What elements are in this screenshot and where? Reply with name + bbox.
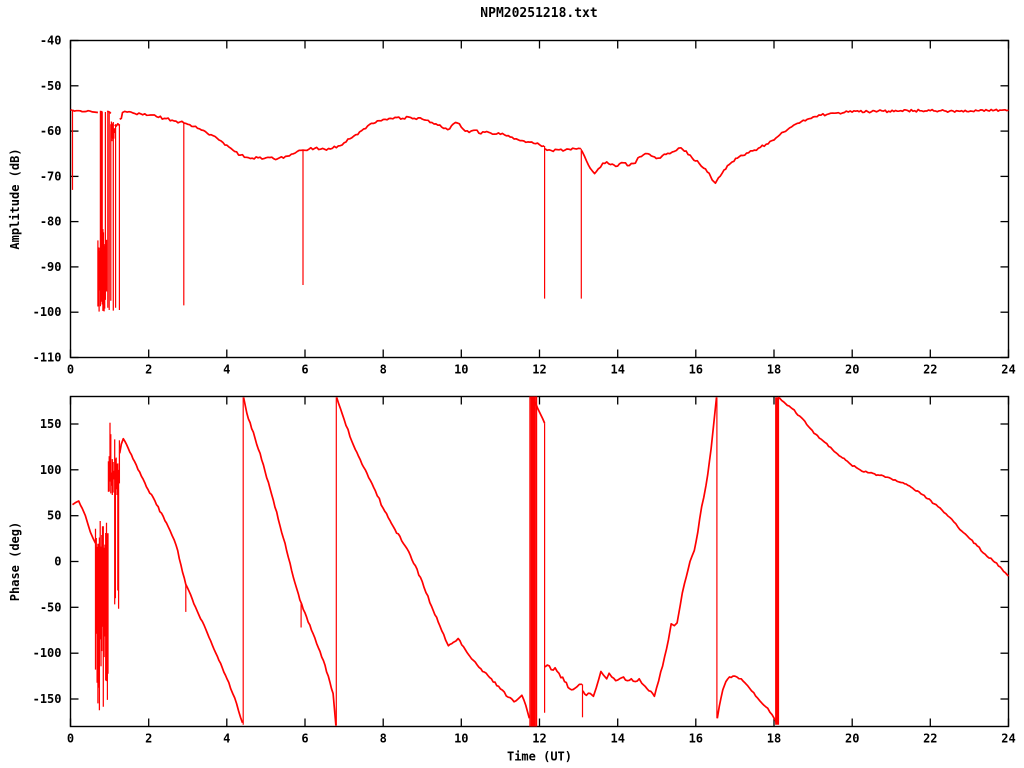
amplitude-axis-title: Amplitude (dB) <box>8 148 22 249</box>
x-tick-label: 18 <box>767 363 781 377</box>
x-tick-label: 2 <box>145 732 152 746</box>
y-tick-label: 50 <box>47 509 61 523</box>
amplitude-series <box>70 108 1009 312</box>
x-tick-label: 16 <box>689 363 703 377</box>
series-line <box>544 664 583 691</box>
x-tick-label: 24 <box>1001 732 1015 746</box>
x-tick-label: 8 <box>380 732 387 746</box>
x-tick-label: 20 <box>845 732 859 746</box>
x-tick-label: 22 <box>923 732 937 746</box>
series-line <box>119 110 545 161</box>
y-tick-label: 150 <box>40 417 62 431</box>
y-tick-label: -80 <box>40 215 62 229</box>
series-line <box>118 437 244 724</box>
y-tick-label: 0 <box>54 555 61 569</box>
amplitude-panel: 0 2 4 6 8 10 12 14 16 18 20 22 24-110-100-90-80-70-6… <box>8 34 1016 377</box>
x-tick-label: 14 <box>610 732 624 746</box>
time-axis-title: Time (UT) <box>507 750 572 764</box>
series-line <box>335 397 531 719</box>
amplitude-plot-border <box>69 39 1010 359</box>
y-tick-label: -100 <box>33 646 62 660</box>
x-tick-label: 18 <box>767 732 781 746</box>
x-tick-label: 0 <box>67 363 74 377</box>
phase-axes: 0 2 4 6 8 10 12 14 16 18 20 22 24-150-100-5005010015… <box>8 396 1016 764</box>
series-line <box>72 109 99 114</box>
x-tick-label: 12 <box>532 363 546 377</box>
y-tick-label: -50 <box>40 600 62 614</box>
x-tick-label: 8 <box>380 363 387 377</box>
y-tick-label: -50 <box>40 79 62 93</box>
x-tick-label: 0 <box>67 732 74 746</box>
y-tick-label: 100 <box>40 463 62 477</box>
y-tick-label: -60 <box>40 124 62 138</box>
x-tick-label: 10 <box>454 732 468 746</box>
y-tick-label: -70 <box>40 169 62 183</box>
x-tick-label: 6 <box>301 363 308 377</box>
y-tick-label: -110 <box>33 351 62 365</box>
amplitude-axes: 0 2 4 6 8 10 12 14 16 18 20 22 24-110-100-90-80-70-6… <box>8 34 1016 377</box>
x-tick-label: 6 <box>301 732 308 746</box>
series-line <box>72 500 97 544</box>
phase-series <box>72 396 1010 727</box>
x-tick-label: 4 <box>223 363 230 377</box>
x-tick-label: 2 <box>145 363 152 377</box>
x-tick-label: 4 <box>223 732 230 746</box>
series-line <box>716 675 778 724</box>
y-tick-label: -150 <box>33 692 62 706</box>
plot-title: NPM20251218.txt <box>480 6 598 21</box>
y-tick-label: -90 <box>40 260 62 274</box>
phase-plot-border <box>69 395 1010 728</box>
series-line <box>530 396 546 424</box>
phase-panel: 0 2 4 6 8 10 12 14 16 18 20 22 24-150-100-5005010015… <box>8 395 1016 764</box>
series-line <box>242 397 337 726</box>
series-line <box>777 396 1010 577</box>
x-tick-label: 14 <box>610 363 624 377</box>
series-line <box>580 108 1009 185</box>
series-line <box>544 147 582 153</box>
x-tick-label: 12 <box>532 732 546 746</box>
x-tick-label: 10 <box>454 363 468 377</box>
series-line <box>582 397 718 698</box>
x-tick-label: 20 <box>845 363 859 377</box>
phase-axis-title: Phase (deg) <box>8 522 22 601</box>
x-tick-label: 16 <box>689 732 703 746</box>
y-tick-label: -40 <box>40 34 62 48</box>
x-tick-label: 24 <box>1001 363 1015 377</box>
x-tick-label: 22 <box>923 363 937 377</box>
y-tick-label: -100 <box>33 305 62 319</box>
